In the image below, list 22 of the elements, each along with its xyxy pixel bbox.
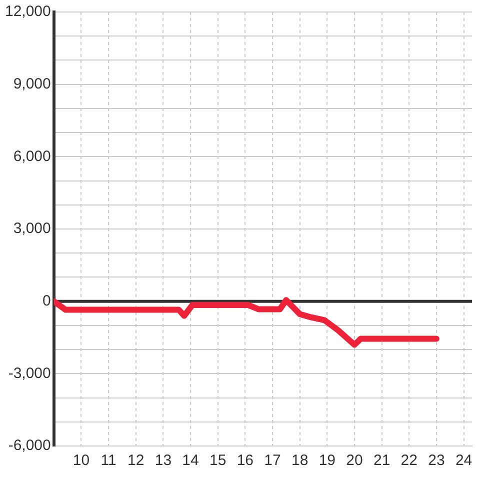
x-tick-label: 17 bbox=[264, 452, 281, 470]
x-tick-label: 19 bbox=[318, 452, 336, 470]
x-tick-label: 10 bbox=[72, 452, 90, 470]
y-tick-label: 9,000 bbox=[13, 75, 51, 92]
x-tick-label: 20 bbox=[346, 452, 363, 470]
y-tick-label: 0 bbox=[42, 292, 51, 310]
x-tick-label: 22 bbox=[400, 452, 418, 470]
x-tick-label: 18 bbox=[291, 452, 308, 470]
y-tick-label: -3,000 bbox=[8, 364, 51, 382]
x-tick-label: 12 bbox=[128, 452, 144, 470]
x-tick-label: 11 bbox=[100, 452, 116, 470]
y-tick-label: 3,000 bbox=[13, 220, 51, 238]
x-tick-label: 16 bbox=[236, 452, 254, 470]
x-tick-label: 15 bbox=[210, 452, 226, 470]
x-tick-label: 13 bbox=[154, 452, 172, 470]
y-tick-label: 12,000 bbox=[4, 3, 51, 20]
x-tick-label: 21 bbox=[373, 452, 390, 470]
y-tick-label: 6,000 bbox=[13, 148, 51, 165]
x-tick-label: 24 bbox=[455, 452, 472, 470]
x-tick-label: 23 bbox=[428, 452, 445, 470]
y-tick-label: -6,000 bbox=[8, 437, 51, 454]
x-tick-label: 14 bbox=[182, 452, 199, 470]
